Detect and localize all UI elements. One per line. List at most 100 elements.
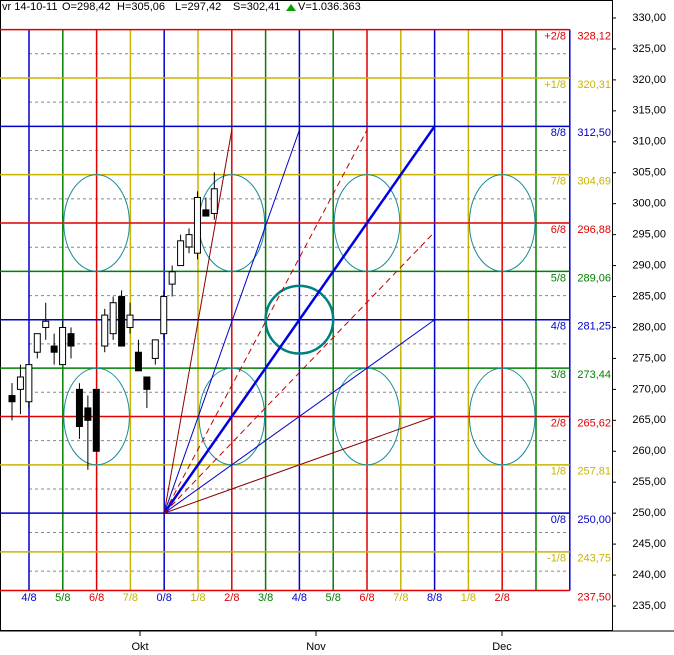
- time-grid-label: 5/8: [326, 592, 341, 604]
- time-grid-label: 3/8: [258, 592, 273, 604]
- candle-body: [134, 351, 142, 372]
- level-value: 289,06: [577, 272, 611, 284]
- candle-body: [109, 302, 117, 335]
- time-grid-label: 6/8: [359, 592, 374, 604]
- level-value: 304,69: [577, 176, 611, 188]
- candle-body: [8, 395, 16, 403]
- level-value: 265,62: [577, 417, 611, 429]
- time-grid-label: 1/8: [190, 592, 205, 604]
- time-grid-label: 2/8: [495, 592, 510, 604]
- gann-fan-line: [163, 129, 368, 514]
- level-fraction: 6/8: [551, 224, 566, 236]
- gann-fan-line: [163, 129, 300, 514]
- candle-body: [92, 388, 100, 452]
- gann-fan-line: [163, 319, 435, 514]
- candle-body: [25, 364, 33, 403]
- candle-body: [84, 407, 92, 421]
- candle-body: [151, 339, 159, 359]
- time-grid-label: 7/8: [123, 592, 138, 604]
- y-tick-label: 310,00: [632, 136, 666, 148]
- murrey-ellipse: [63, 174, 130, 272]
- candle-body: [101, 314, 109, 347]
- y-tick-label: 245,00: [632, 538, 666, 550]
- gann-fan-line: [163, 125, 436, 514]
- murrey-ellipse: [333, 174, 401, 272]
- candle-body: [50, 345, 58, 353]
- level-fraction: 1/8: [551, 466, 566, 478]
- plot-frame: [0, 0, 613, 631]
- level-fraction: 3/8: [551, 369, 566, 381]
- header-item: vr 14-10-11: [2, 1, 57, 13]
- time-grid-label: 7/8: [393, 592, 408, 604]
- candle-body: [33, 333, 41, 353]
- gann-fan-line: [164, 416, 435, 514]
- gann-fan-line: [163, 129, 233, 514]
- level-fraction: 0/8: [551, 514, 566, 526]
- level-value: 257,81: [577, 466, 611, 478]
- header-item: H=305,06: [117, 1, 165, 13]
- y-tick-label: 325,00: [632, 43, 666, 55]
- y-tick-label: 235,00: [632, 600, 666, 612]
- month-label: Nov: [306, 641, 326, 653]
- candle-body: [42, 320, 50, 328]
- murrey-ellipse: [468, 367, 536, 466]
- y-tick-label: 295,00: [632, 229, 666, 241]
- y-tick-label: 255,00: [632, 476, 666, 488]
- level-value: 273,44: [577, 369, 611, 381]
- time-grid-label: 4/8: [21, 592, 36, 604]
- candle-body: [210, 188, 218, 214]
- candle-body: [118, 296, 126, 347]
- level-fraction: 7/8: [551, 176, 566, 188]
- y-tick-label: 265,00: [632, 414, 666, 426]
- level-value: 237,50: [577, 591, 611, 603]
- level-value: 328,12: [577, 31, 611, 43]
- level-value: 243,75: [577, 553, 611, 565]
- candle-body: [168, 271, 176, 285]
- y-tick-label: 290,00: [632, 259, 666, 271]
- candle-body: [67, 333, 75, 347]
- y-tick-label: 260,00: [632, 445, 666, 457]
- center-ellipse: [264, 284, 335, 355]
- candle-body: [177, 240, 185, 267]
- time-grid-label: 5/8: [55, 592, 70, 604]
- level-fraction: +1/8: [544, 79, 566, 91]
- candle-body: [202, 209, 210, 217]
- month-label: Dec: [492, 641, 512, 653]
- level-value: 281,25: [577, 321, 611, 333]
- level-fraction: 4/8: [551, 321, 566, 333]
- volume-up-icon: [286, 4, 296, 11]
- level-value: 296,88: [577, 224, 611, 236]
- level-value: 320,31: [577, 79, 611, 91]
- month-label: Okt: [131, 641, 148, 653]
- level-fraction: +2/8: [544, 31, 566, 43]
- y-tick-label: 315,00: [632, 105, 666, 117]
- y-tick-label: 275,00: [632, 352, 666, 364]
- y-tick-label: 300,00: [632, 198, 666, 210]
- time-grid-label: 6/8: [89, 592, 104, 604]
- candle-body: [143, 376, 151, 390]
- candle-body: [126, 314, 134, 328]
- candle-body: [16, 376, 24, 390]
- y-tick-label: 280,00: [632, 321, 666, 333]
- y-tick-label: 270,00: [632, 383, 666, 395]
- header-item: V=1.036.363: [298, 1, 361, 13]
- level-fraction: 8/8: [551, 127, 566, 139]
- murrey-ellipse: [63, 367, 130, 466]
- candle-body: [59, 326, 67, 366]
- header-item: S=302,41: [233, 1, 280, 13]
- level-fraction: 2/8: [551, 417, 566, 429]
- level-fraction: -1/8: [547, 553, 566, 565]
- candle-body: [75, 388, 83, 428]
- time-grid-label: 0/8: [157, 592, 172, 604]
- y-tick-label: 240,00: [632, 569, 666, 581]
- level-fraction: 5/8: [551, 272, 566, 284]
- candle-body: [160, 296, 168, 335]
- time-grid-label: 4/8: [292, 592, 307, 604]
- candle-body: [193, 196, 201, 254]
- candle-body: [185, 234, 193, 248]
- murrey-ellipse: [468, 174, 536, 272]
- y-tick-label: 330,00: [632, 12, 666, 24]
- y-tick-label: 285,00: [632, 290, 666, 302]
- time-grid-label: 2/8: [224, 592, 239, 604]
